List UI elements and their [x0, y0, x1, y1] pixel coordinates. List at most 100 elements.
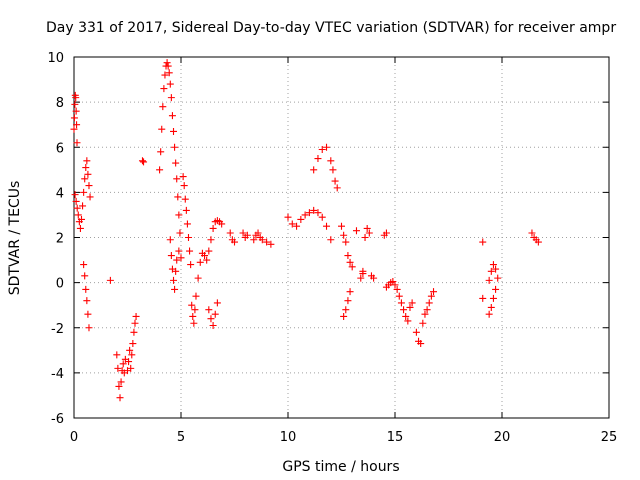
data-point-marker	[188, 301, 196, 309]
data-point-marker	[140, 158, 148, 166]
data-point-marker	[408, 299, 416, 307]
data-point-marker	[397, 299, 405, 307]
data-point-marker	[190, 319, 198, 327]
data-point-marker	[85, 182, 93, 190]
data-point-marker	[534, 238, 542, 246]
data-point-marker	[430, 288, 438, 296]
data-point-marker	[84, 310, 92, 318]
data-point-marker	[297, 215, 305, 223]
data-point-marker	[329, 166, 337, 174]
data-point-marker	[361, 234, 369, 241]
data-point-marker	[83, 157, 91, 165]
data-point-marker	[183, 220, 191, 228]
y-axis-label: SDTVAR / TECUs	[7, 181, 23, 296]
data-point-marker	[125, 358, 133, 366]
data-point-marker	[126, 346, 134, 354]
data-point-marker	[166, 236, 174, 244]
data-point-marker	[167, 94, 175, 102]
data-point-marker	[205, 306, 213, 314]
data-point-marker	[82, 285, 90, 293]
data-point-marker	[344, 252, 352, 260]
data-point-marker	[72, 94, 80, 102]
data-point-marker	[192, 292, 200, 300]
data-point-marker	[159, 103, 167, 111]
data-point-marker	[176, 229, 184, 237]
data-point-marker	[333, 184, 341, 192]
data-point-marker	[168, 112, 176, 120]
data-point-marker	[342, 238, 350, 246]
data-point-marker	[81, 272, 89, 280]
data-point-marker	[174, 193, 182, 201]
data-point-marker	[127, 364, 135, 372]
data-point-marker	[194, 274, 202, 282]
data-point-marker	[70, 125, 78, 133]
data-point-marker	[263, 238, 271, 246]
data-point-marker	[427, 292, 435, 300]
data-point-marker	[284, 213, 292, 221]
data-point-marker	[138, 157, 146, 165]
data-point-marker	[417, 340, 425, 348]
data-point-marker	[160, 85, 168, 93]
data-point-marker	[218, 220, 226, 228]
data-point-marker	[172, 159, 180, 167]
data-point-marker	[492, 285, 500, 293]
data-point-marker	[157, 148, 165, 156]
data-point-marker	[494, 274, 502, 282]
data-point-marker	[323, 222, 331, 230]
data-point-marker	[370, 274, 378, 282]
data-point-marker	[487, 267, 495, 275]
y-tick-label: 10	[47, 51, 64, 66]
data-point-marker	[189, 312, 197, 320]
data-point-marker	[74, 211, 82, 219]
data-point-marker	[113, 351, 121, 359]
y-tick-label: 6	[56, 141, 64, 156]
data-point-marker	[243, 231, 251, 239]
data-point-marker	[254, 229, 262, 237]
data-point-marker	[346, 288, 354, 296]
data-point-marker	[327, 157, 335, 165]
y-tick-label: -6	[51, 412, 64, 427]
data-point-marker	[338, 222, 345, 230]
data-point-marker	[231, 238, 238, 246]
data-point-marker	[359, 267, 367, 275]
data-point-marker	[344, 297, 352, 305]
data-point-marker	[207, 315, 215, 323]
x-tick-label: 0	[70, 430, 78, 445]
data-point-marker	[117, 378, 125, 386]
data-point-marker	[158, 125, 166, 133]
data-point-marker	[340, 231, 348, 239]
data-point-marker	[187, 261, 195, 269]
data-point-marker	[167, 252, 175, 260]
data-point-marker	[128, 351, 136, 359]
data-point-marker	[421, 310, 429, 318]
chart-title: Day 331 of 2017, Sidereal Day-to-day VTE…	[46, 20, 616, 36]
data-point-marker	[83, 297, 91, 305]
data-point-marker	[86, 193, 94, 201]
data-point-marker	[207, 236, 215, 244]
data-point-marker	[114, 364, 122, 372]
data-point-marker	[226, 229, 234, 237]
data-point-marker	[209, 224, 217, 232]
data-point-marker	[115, 382, 123, 390]
data-point-marker	[196, 258, 204, 266]
data-point-marker	[213, 299, 221, 307]
data-point-marker	[288, 220, 296, 228]
data-point-marker	[487, 303, 495, 311]
data-point-marker	[211, 310, 219, 318]
data-point-marker	[479, 238, 487, 246]
data-point-marker	[406, 303, 414, 311]
data-point-marker	[209, 321, 217, 329]
data-point-marker	[170, 127, 178, 135]
data-point-marker	[485, 276, 493, 284]
data-point-marker	[267, 240, 275, 248]
data-point-marker	[485, 310, 493, 318]
data-point-marker	[166, 80, 174, 88]
data-point-marker	[161, 71, 169, 79]
data-point-marker	[181, 195, 189, 203]
data-point-marker	[352, 227, 360, 235]
data-point-marker	[77, 215, 85, 223]
data-point-marker	[156, 166, 164, 174]
data-point-marker	[84, 170, 92, 178]
data-point-marker	[402, 312, 410, 320]
